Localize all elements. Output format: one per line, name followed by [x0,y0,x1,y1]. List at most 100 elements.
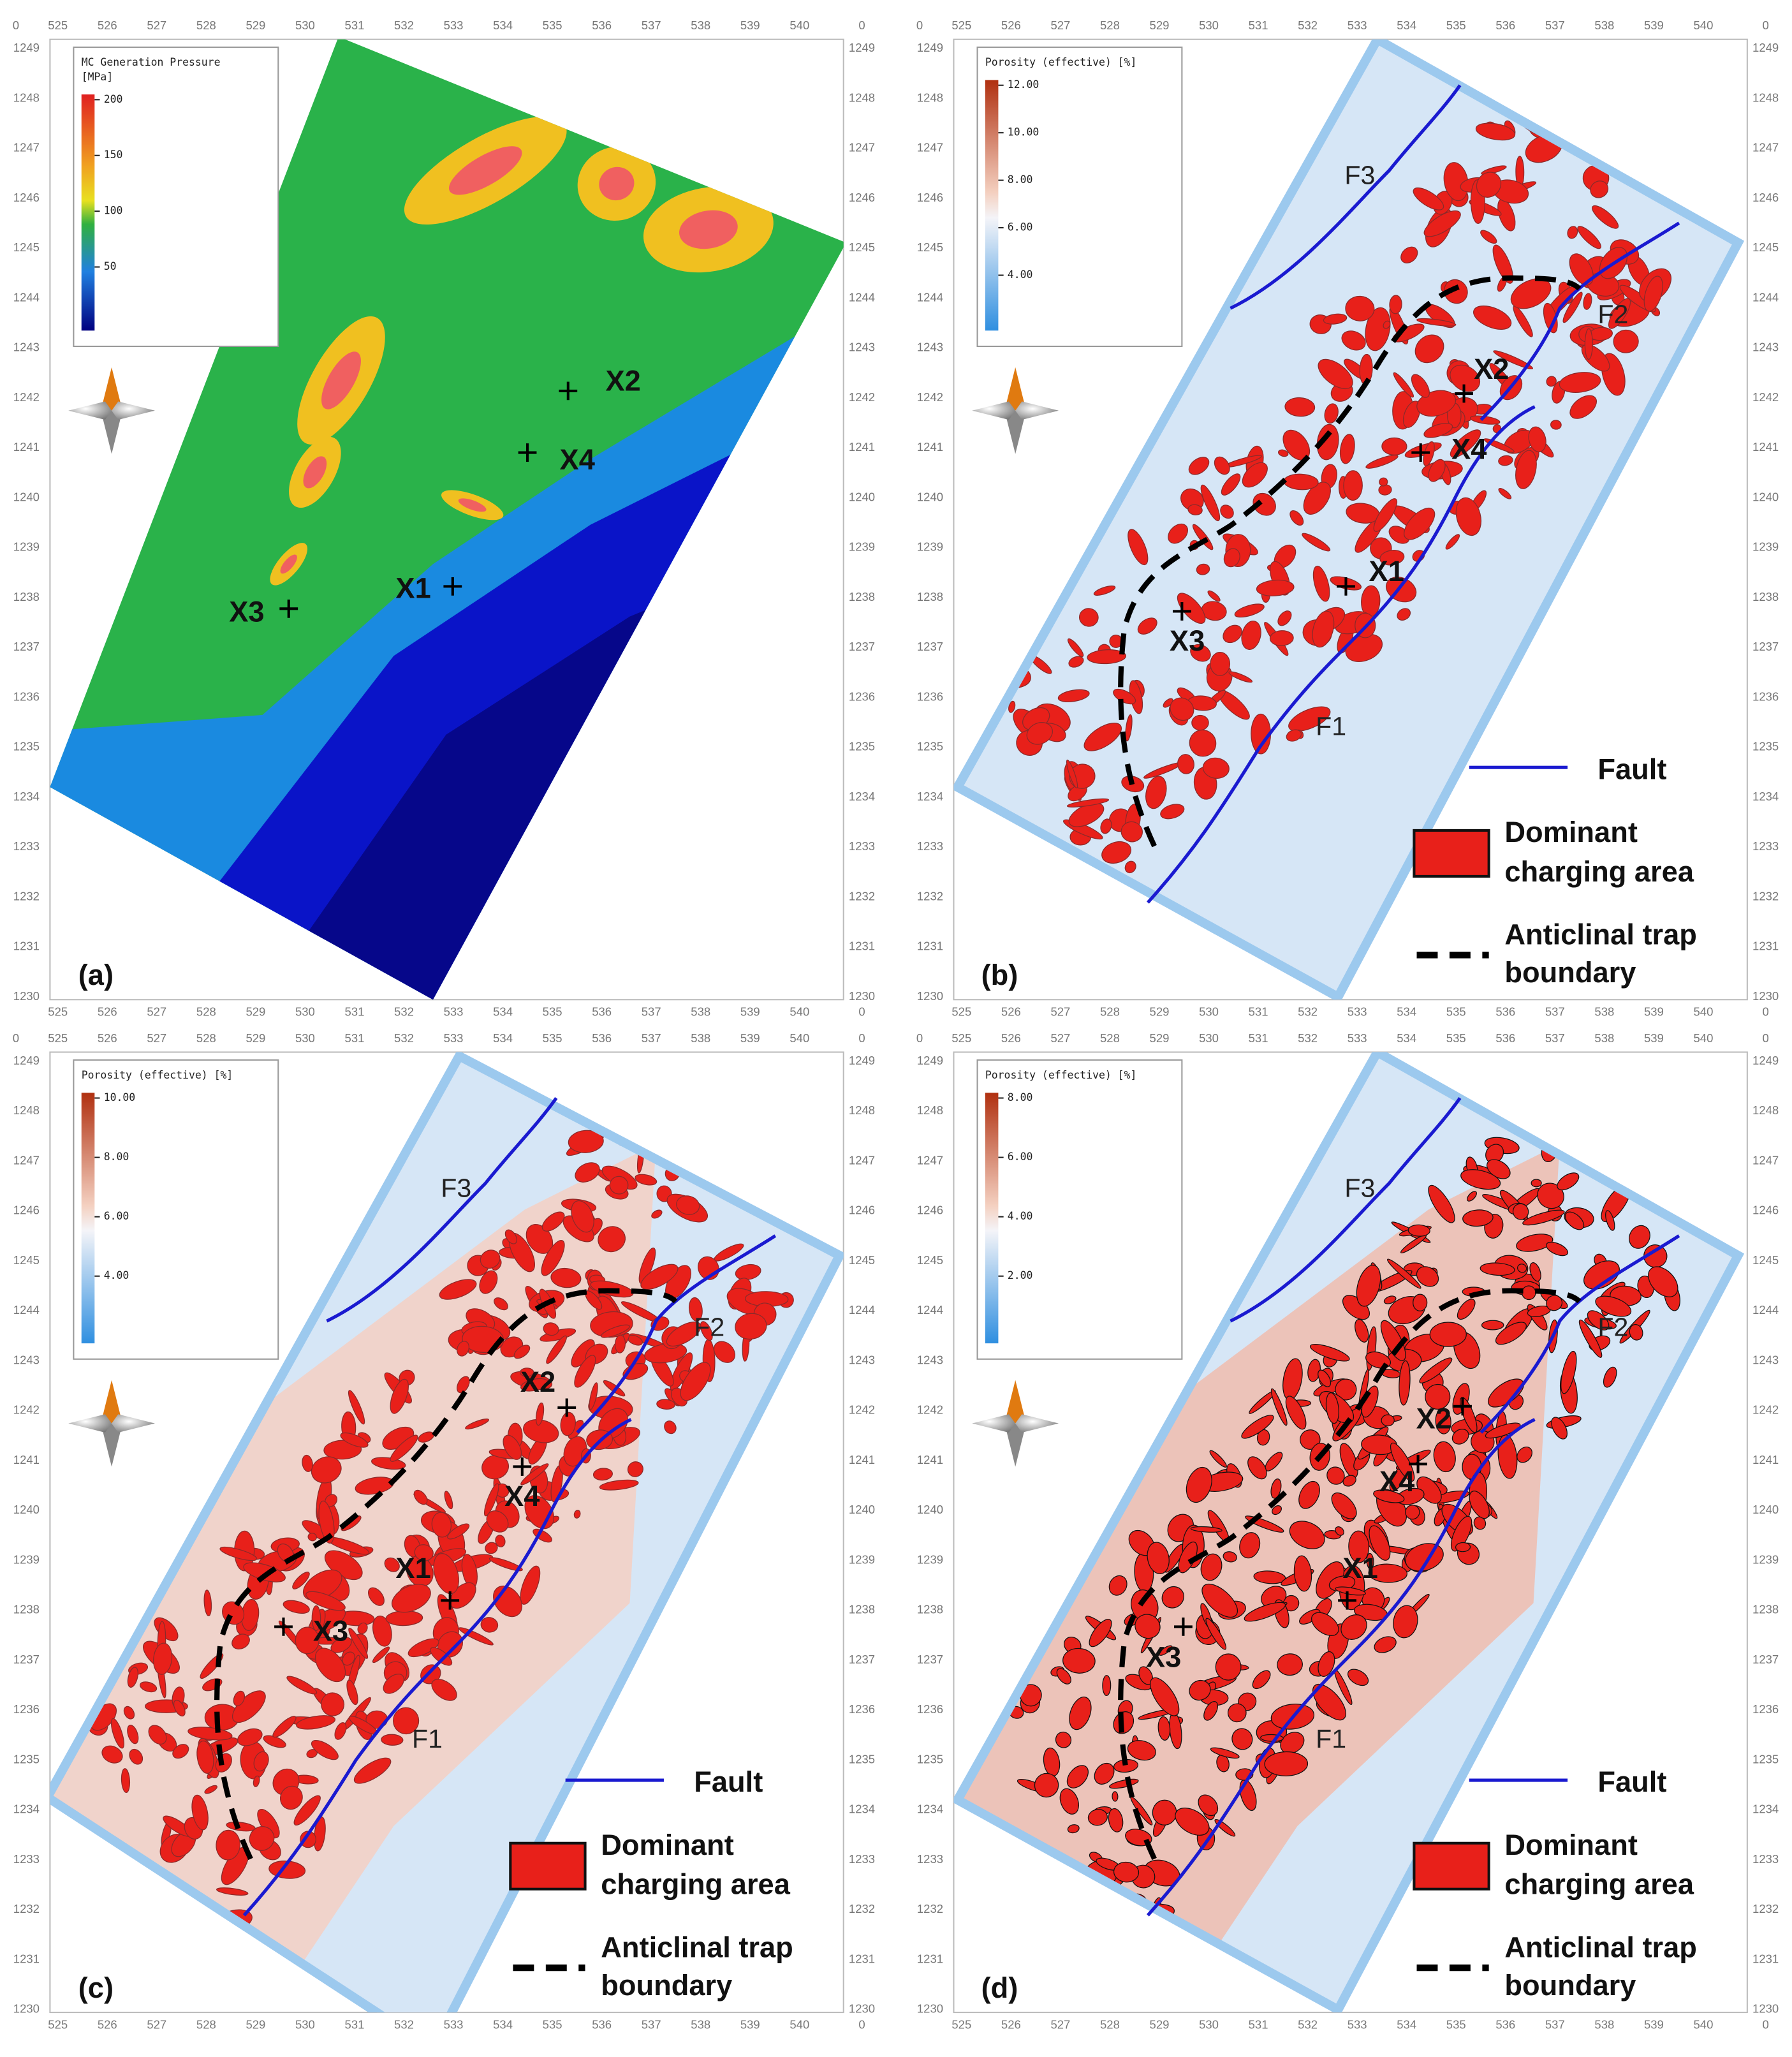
y-tick-label: 1242 [1752,1403,1779,1417]
y-tick-label: 1236 [1752,689,1779,703]
y-tick-label: 1246 [917,191,943,204]
y-tick-label: 1248 [849,1103,875,1117]
x-tick-label: 530 [295,18,315,32]
pressure-zone [448,146,522,195]
charging-area [1285,1396,1307,1430]
y-tick-label: 1247 [917,141,943,154]
x-tick-label: 531 [1249,1005,1268,1019]
x-tick-label: 540 [1693,18,1713,32]
fault-label: F1 [1316,1724,1346,1753]
x-tick-label: 527 [147,1005,166,1019]
compass [1015,401,1059,420]
fault-line [326,1097,558,1323]
charging-area [1202,757,1230,779]
y-tick-label: 1238 [1752,590,1779,603]
charging-area [1066,798,1110,807]
charging-area [348,1390,365,1425]
charging-area [384,1557,400,1572]
x-tick-label: 540 [1693,1005,1713,1019]
x-tick-label: 526 [98,1005,117,1019]
charging-area [1157,1716,1171,1741]
well-label: X2 [1416,1402,1451,1434]
y-tick-label: 1242 [917,390,943,404]
x-tick-label: 533 [444,1031,464,1045]
pressure-zone [599,166,635,201]
x-tick-label: 537 [642,2018,661,2031]
charging-area [1480,230,1497,244]
compass [972,1414,1016,1433]
legend-label: charging area [1504,1868,1694,1901]
charging-area [1413,187,1444,210]
well-label: X2 [1474,353,1509,385]
charging-area [1241,620,1261,650]
charging-area [1450,364,1481,392]
y-tick-label: 1239 [917,1552,943,1566]
y-tick-label: 1231 [1752,940,1779,953]
x-tick-label: 539 [1644,1005,1664,1019]
x-tick-label: 539 [740,1031,760,1045]
x-tick-label: 530 [1199,2018,1219,2031]
y-tick-label: 1235 [849,740,875,753]
compass [102,367,121,411]
charging-area [408,1638,439,1658]
charging-area [601,1324,630,1338]
y-tick-label: 1233 [1752,1852,1779,1866]
x-tick-label: 529 [1150,18,1170,32]
y-tick-label: 1247 [849,141,875,154]
colorbar-tick-label: 200 [104,93,123,105]
charging-area [1569,395,1597,419]
charging-area [1239,1532,1261,1559]
pressure-zone [679,210,738,249]
colorbar-tick-label: 8.00 [104,1151,129,1163]
y-tick-label: 1230 [849,2002,875,2016]
y-tick-label: 1246 [1752,191,1779,204]
charging-area [1066,759,1078,788]
x-tick-label: 535 [1446,2018,1466,2031]
charging-area [1062,1648,1096,1674]
y-tick-label: 1231 [849,1952,875,1965]
colorbar-tick-label: 4.00 [104,1269,129,1281]
charging-area [1270,1388,1288,1426]
charging-area [1342,1475,1356,1487]
charging-area [480,1250,501,1269]
y-tick-label: 1234 [849,1803,875,1816]
charging-area [1414,334,1444,364]
charging-area [1460,1169,1501,1190]
charging-area [1577,226,1601,249]
y-tick-label: 1245 [13,1253,40,1267]
y-tick-label: 1244 [849,290,875,304]
well-marker [1453,1397,1472,1416]
charging-area [1386,1258,1421,1289]
fault-line [1146,405,1536,904]
charging-area [1546,376,1557,387]
charging-area [1480,1262,1515,1276]
charging-area [1241,1415,1274,1439]
y-tick-label: 1247 [849,1153,875,1167]
charging-area [1196,563,1210,575]
y-tick-label: 1246 [13,1204,40,1217]
x-tick-label: 534 [493,1031,513,1045]
charging-area [1595,1295,1632,1317]
y-tick-label: 1231 [917,940,943,953]
well-marker [557,1398,577,1417]
charging-area [664,1420,677,1434]
trap-boundary [1118,1288,1582,1861]
charging-area [1277,1653,1303,1676]
charging-area [1207,590,1221,602]
y-tick-label: 1244 [1752,1303,1779,1316]
charging-area [1191,714,1209,731]
charging-area [1643,276,1663,312]
y-tick-label: 1240 [849,490,875,503]
charging-area [1278,449,1289,457]
charging-area [1192,524,1214,550]
charging-area [153,1642,173,1675]
colorbar-title: [MPa] [82,71,113,83]
charging-area [1175,1807,1210,1836]
x-tick-label: 536 [592,2018,612,2031]
compass [102,1423,121,1467]
panel: 525 525 526 526 527 527 528 528 529 529 530 530 531 5… [916,18,1779,1019]
well-label: X4 [1379,1465,1414,1498]
charging-area [1094,1762,1115,1785]
charging-area [140,1681,158,1693]
x-tick-label: 532 [394,2018,414,2031]
